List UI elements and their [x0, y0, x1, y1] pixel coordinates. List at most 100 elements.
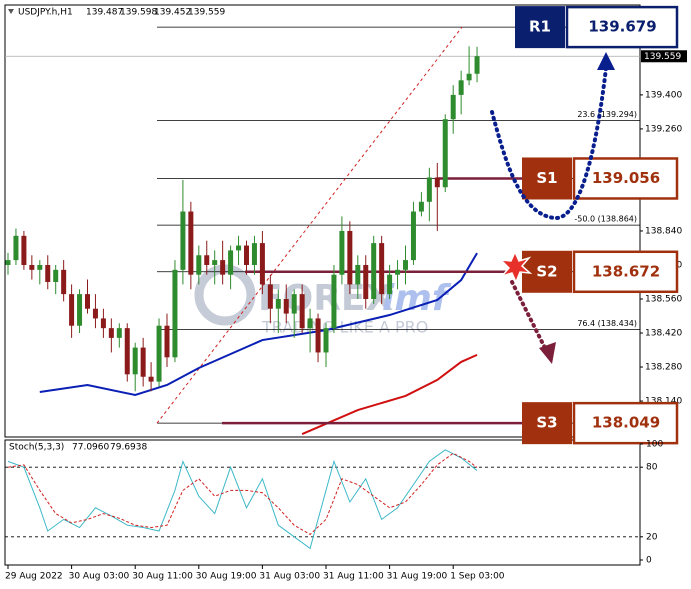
x-tick-label: 30 Aug 03:00 [69, 572, 130, 582]
candle-body [315, 318, 321, 353]
candle-body [77, 294, 83, 326]
up-arrowhead [597, 52, 615, 70]
up-arrow [490, 66, 608, 221]
fib-label: 76.4 (138.434) [577, 319, 637, 328]
y-tick-label: 138.140 [645, 397, 682, 407]
candle-body [395, 269, 401, 275]
x-tick-label: 31 Aug 03:00 [259, 572, 320, 582]
moving-average [39, 252, 478, 396]
candle-body [204, 255, 210, 265]
y-tick-label: 138.420 [645, 329, 682, 339]
stoch-tick-label: 0 [646, 556, 652, 566]
stoch-frame [4, 439, 641, 566]
level-name-box [522, 402, 572, 445]
level-name: R1 [529, 18, 551, 36]
candle-body [403, 260, 408, 270]
candle-body [69, 294, 75, 326]
level-name-box [522, 250, 572, 293]
watermark-suffix: imf [382, 278, 452, 319]
candle-body [53, 269, 59, 282]
candle-body [275, 298, 281, 309]
candle-body [307, 318, 313, 329]
candle-body [267, 284, 273, 309]
y-tick-label: 138.840 [645, 226, 682, 236]
candle-body [259, 243, 265, 285]
price-label-box [641, 50, 687, 63]
candle-body [92, 308, 98, 319]
breakout-burst [498, 250, 533, 284]
watermark-brand: FOREX [258, 278, 394, 319]
level-value-box [572, 250, 679, 294]
candle-body [124, 328, 130, 375]
candle-body [61, 269, 67, 295]
stoch-tick-label: 100 [646, 440, 663, 450]
level-value-box [572, 157, 679, 200]
candle-body [339, 230, 345, 275]
down-arrowhead [539, 342, 556, 364]
stoch-tick-label: 20 [646, 532, 658, 542]
y-tick-label: 138.560 [645, 294, 682, 304]
symbol: USDJPY.h,H1 [18, 8, 73, 18]
header-open: 139.487 [86, 8, 123, 18]
candle-body [45, 264, 51, 282]
candle-body [410, 211, 416, 261]
candle-body [236, 245, 242, 251]
stoch-line [7, 449, 478, 550]
fib-trend [156, 26, 463, 424]
y-tick-label: 139.400 [645, 90, 682, 100]
candle-body [418, 201, 424, 212]
candle-body [220, 260, 226, 275]
fib-label: -50.0 (138.864) [574, 215, 637, 224]
candle-body [371, 243, 377, 299]
candle-body [244, 245, 249, 265]
level-name: S3 [536, 414, 557, 432]
candle-body [132, 347, 138, 375]
candle-body [13, 235, 19, 261]
candle-body [331, 274, 337, 329]
candle-body [450, 94, 456, 120]
candle-body [164, 325, 170, 358]
candle-body [363, 264, 369, 299]
candle-body [251, 243, 257, 265]
level-value: 138.049 [592, 414, 660, 432]
level-value-box [572, 401, 679, 445]
candle-body [180, 211, 186, 270]
candle-body [458, 80, 464, 95]
y-tick-label: 138.280 [645, 363, 682, 373]
candle-body [355, 264, 361, 285]
symbol-icon [8, 9, 14, 14]
candle-body [466, 73, 472, 81]
y-tick-label: 139.260 [645, 124, 682, 134]
candle-body [148, 376, 154, 382]
candle-body [379, 243, 385, 295]
stoch-tick-label: 80 [646, 463, 658, 473]
candle-body [5, 260, 11, 265]
candle-body [100, 318, 106, 329]
x-tick-label: 29 Aug 2022 [5, 572, 63, 582]
candle-body [21, 235, 27, 265]
level-name-box [522, 157, 572, 200]
main-frame [4, 4, 641, 438]
candle-body [434, 177, 440, 188]
candle-body [228, 250, 234, 275]
candle-body [347, 230, 353, 285]
candle-body [196, 255, 202, 275]
level-value: 139.056 [592, 169, 660, 187]
x-tick-label: 30 Aug 11:00 [132, 572, 193, 582]
candle-body [29, 264, 35, 270]
candle-body [387, 274, 393, 295]
down-arrow [510, 280, 547, 350]
price-label: 139.559 [644, 52, 681, 62]
candle-body [140, 347, 146, 377]
level-name-box [515, 6, 565, 49]
x-tick-label: 1 Sep 03:00 [450, 572, 505, 582]
stoch-reading: 77.0960 [72, 443, 109, 453]
candle-body [37, 264, 43, 270]
candle-body [442, 119, 448, 188]
candle-body [108, 328, 114, 338]
x-tick-label: 31 Aug 11:00 [323, 572, 384, 582]
level-value: 138.672 [592, 262, 660, 280]
level-name: S1 [536, 169, 557, 187]
candle-body [299, 294, 305, 329]
